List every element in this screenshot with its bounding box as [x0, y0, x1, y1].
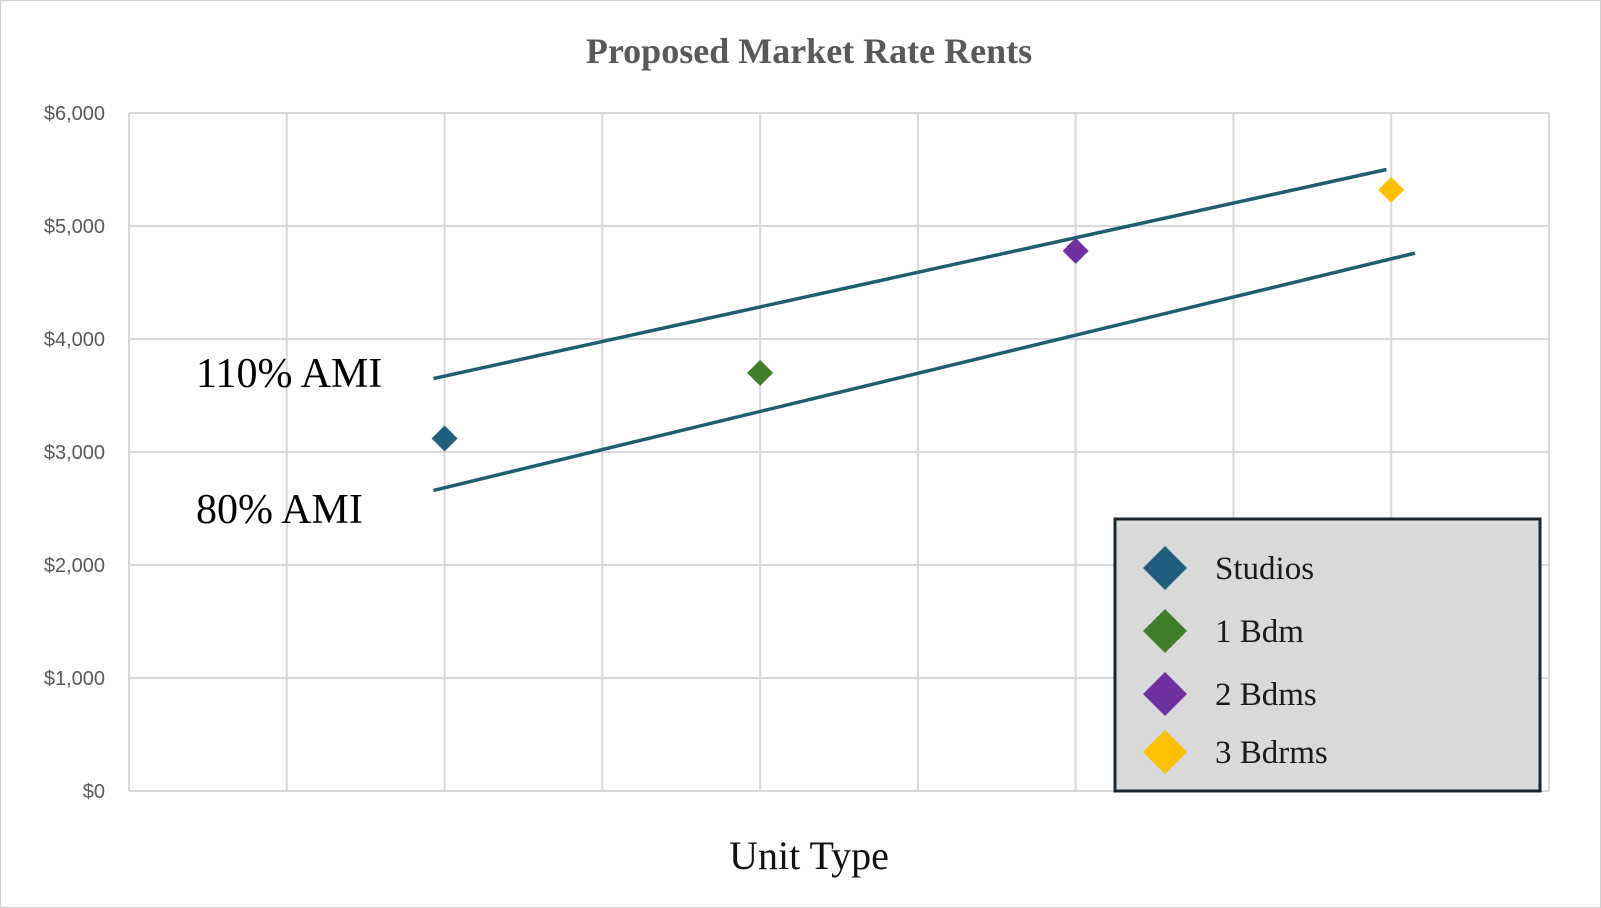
- reference-line: [433, 167, 1387, 381]
- y-axis-ticks: $0 $1,000 $2,000 $3,000 $4,000 $5,000 $6,000: [44, 103, 105, 803]
- y-tick-label: $4,000: [44, 329, 105, 351]
- reference-line: [433, 251, 1416, 493]
- x-axis-label: Unit Type: [729, 833, 889, 878]
- legend: Studios 1 Bdm 2 Bdms 3 Bdrms: [1113, 517, 1542, 793]
- data-points: [431, 176, 1405, 452]
- y-tick-label: $0: [83, 781, 105, 803]
- legend-marker: [1143, 546, 1187, 590]
- annotation-110-ami: 110% AMI: [196, 351, 382, 397]
- y-tick-label: $3,000: [44, 442, 105, 464]
- data-point: [1062, 237, 1089, 264]
- legend-label: 2 Bdms: [1215, 677, 1317, 713]
- reference-lines: [433, 167, 1416, 493]
- grid-layer: [128, 112, 1550, 792]
- legend-marker: [1143, 672, 1187, 716]
- data-point: [1378, 176, 1405, 203]
- data-point: [747, 359, 774, 386]
- legend-marker: [1143, 609, 1187, 653]
- legend-label: Studios: [1215, 551, 1314, 587]
- y-tick-label: $6,000: [44, 103, 105, 125]
- annotation-80-ami: 80% AMI: [196, 487, 363, 533]
- y-tick-label: $5,000: [44, 216, 105, 238]
- chart-title: Proposed Market Rate Rents: [586, 31, 1032, 71]
- legend-marker: [1143, 730, 1187, 774]
- legend-box: [1113, 517, 1542, 793]
- y-tick-label: $2,000: [44, 555, 105, 577]
- legend-label: 3 Bdrms: [1215, 735, 1328, 771]
- y-tick-label: $1,000: [44, 668, 105, 690]
- data-point: [431, 425, 458, 452]
- legend-label: 1 Bdm: [1215, 614, 1304, 650]
